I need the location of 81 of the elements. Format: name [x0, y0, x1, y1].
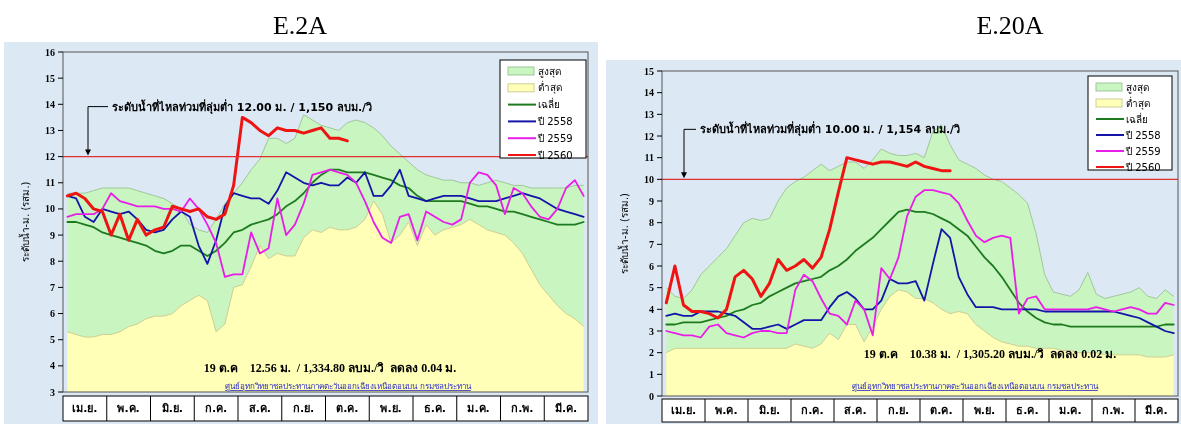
y-tick-label: 11	[644, 152, 654, 164]
annotation: ศูนย์อุทกวิทยาชลประทานภาคตะวันออกเฉียงเหนือตอนบน กรมชลประทาน	[852, 381, 1099, 392]
legend-label: สูงสุด	[538, 65, 561, 78]
x-tick-label: ธ.ค.	[423, 402, 447, 416]
annotation: 19 ต.ค 10.38 ม. / 1,305.20 ลบม./วิ ลดลง 0.02 ม.	[863, 347, 1117, 361]
x-tick-label: ก.ค.	[204, 402, 228, 416]
y-axis-title: ระดับน้ำ-ม. (รสม.)	[617, 192, 630, 274]
x-tick-label: ก.พ.	[1102, 404, 1125, 418]
x-tick-label: ม.ค.	[467, 402, 490, 416]
x-tick-label: พ.ค.	[715, 404, 738, 418]
y-tick-label: 12	[644, 130, 654, 142]
y-tick-label: 5	[649, 282, 654, 294]
x-tick-label: ก.ย.	[292, 402, 315, 416]
y-tick-label: 4	[649, 303, 654, 315]
x-tick-label: ก.ค.	[801, 404, 824, 418]
y-tick-label: 8	[649, 217, 654, 229]
x-tick-label: ต.ค.	[930, 404, 953, 418]
y-tick-label: 10	[45, 203, 55, 215]
y-axis-title: ระดับน้ำ-ม. (รสม.)	[18, 181, 31, 263]
y-tick-label: 9	[649, 195, 654, 207]
x-tick-label: ธ.ค.	[1016, 404, 1039, 418]
x-tick-label: ก.พ.	[511, 402, 534, 416]
chart-title: E.2A	[272, 11, 328, 40]
legend-label: ปี 2559	[537, 132, 573, 144]
y-tick-label: 12	[45, 151, 55, 163]
legend-label: ปี 2558	[537, 115, 573, 127]
legend-label: เฉลี่ย	[538, 97, 560, 111]
x-tick-label: พ.ย.	[973, 404, 996, 418]
line-series	[665, 208, 1175, 328]
y-tick-label: 7	[649, 238, 654, 250]
y-tick-label: 13	[644, 108, 654, 120]
line-series	[664, 156, 952, 320]
y-tick-label: 14	[45, 98, 55, 110]
annotation: ศูนย์อุทกวิทยาชลประทานภาคตะวันออกเฉียงเหนือตอนบน กรมชลประทาน	[225, 381, 472, 392]
line-series	[665, 228, 1175, 335]
legend-label: ปี 2559	[1125, 145, 1161, 157]
x-tick-label: ก.ย.	[887, 404, 910, 418]
x-tick-label: ต.ค.	[336, 402, 359, 416]
legend-label: ต่ำสุด	[1126, 95, 1150, 110]
y-tick-label: 0	[649, 390, 654, 402]
y-tick-label: 8	[50, 255, 55, 267]
y-tick-label: 2	[649, 347, 654, 359]
y-tick-label: 13	[45, 124, 55, 136]
legend-label: สูงสุด	[1126, 81, 1149, 94]
chart-title: E.20A	[976, 11, 1044, 40]
legend-label: ปี 2560	[537, 149, 573, 161]
y-tick-label: 11	[45, 177, 55, 189]
x-tick-label: เม.ย.	[670, 404, 697, 418]
y-tick-label: 3	[50, 386, 55, 398]
y-tick-label: 4	[50, 360, 55, 372]
x-tick-label: พ.ค.	[117, 402, 140, 416]
x-tick-label: มี.ค.	[1145, 404, 1168, 418]
legend-label: ปี 2558	[1125, 129, 1161, 141]
y-tick-label: 6	[649, 260, 654, 272]
x-tick-label: ส.ค.	[844, 404, 867, 418]
x-tick-label: มิ.ย.	[758, 404, 781, 418]
ref-line-label: ระดับน้ำที่ไหลท่วมที่ลุ่มต่ำ 12.00 ม. / 1,150 ลบม./วิ	[112, 98, 373, 115]
y-tick-label: 1	[649, 368, 654, 380]
y-tick-label: 15	[644, 65, 654, 77]
x-tick-label: มี.ค.	[554, 402, 578, 416]
y-tick-label: 16	[45, 46, 55, 58]
x-tick-label: ม.ค.	[1059, 404, 1082, 418]
annotation: 19 ต.ค 12.56 ม. / 1,334.80 ลบม./วิ ลดลง 0.04 ม.	[203, 361, 457, 375]
y-tick-label: 5	[50, 334, 55, 346]
y-tick-label: 9	[50, 229, 55, 241]
x-tick-label: พ.ย.	[380, 402, 402, 416]
legend-label: เฉลี่ย	[1126, 111, 1148, 125]
y-tick-label: 10	[644, 173, 654, 185]
line-series	[665, 189, 1175, 339]
y-tick-label: 14	[644, 87, 654, 99]
y-tick-label: 7	[50, 281, 55, 293]
x-tick-label: มิ.ย.	[161, 402, 184, 416]
y-tick-label: 6	[50, 308, 55, 320]
legend-label: ต่ำสุด	[538, 80, 562, 95]
line-series	[65, 115, 349, 242]
ref-line-label: ระดับน้ำที่ไหลท่วมที่ลุ่มต่ำ 10.00 ม. / 1,154 ลบม./วิ	[700, 121, 961, 138]
x-tick-label: เม.ย.	[72, 402, 98, 416]
x-tick-label: ส.ค.	[248, 402, 272, 416]
y-tick-label: 3	[649, 325, 654, 337]
legend-label: ปี 2560	[1125, 161, 1161, 173]
y-tick-label: 15	[45, 72, 55, 84]
